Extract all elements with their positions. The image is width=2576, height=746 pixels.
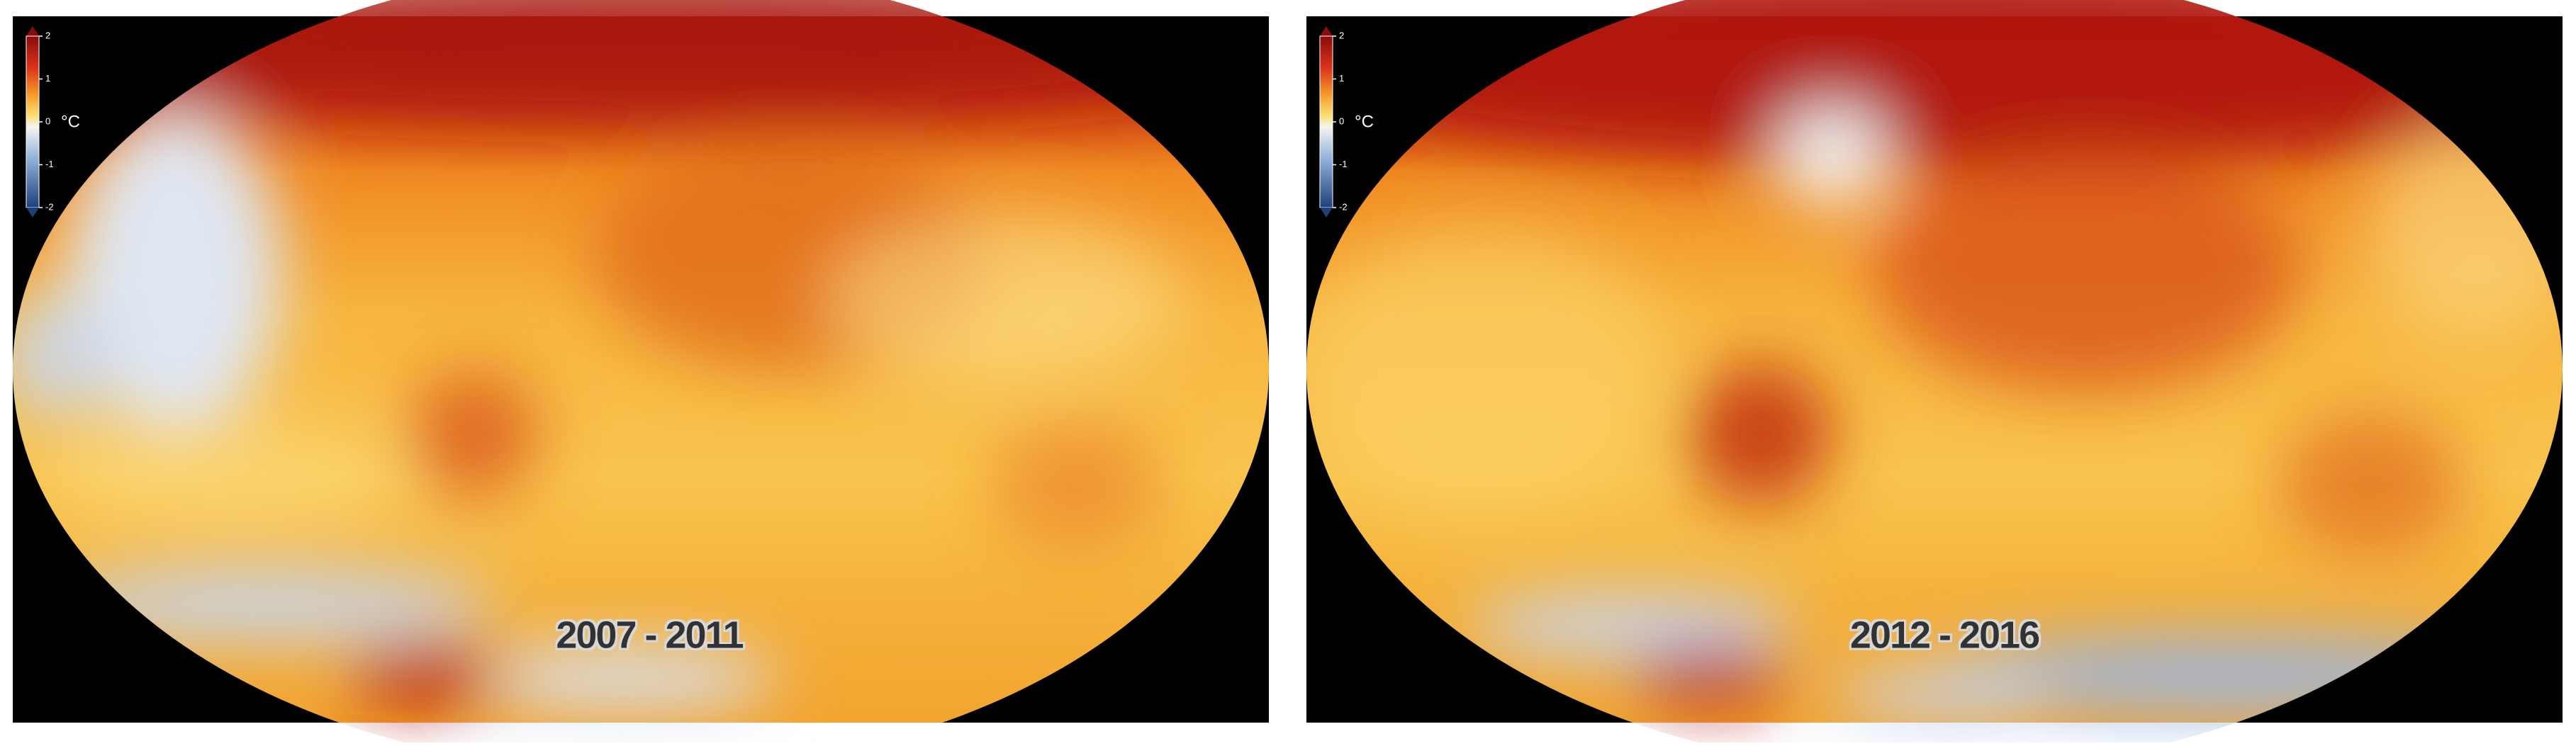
anomaly-region <box>1831 672 2058 721</box>
colorbar-tick-label: -2 <box>45 201 54 212</box>
anomaly-region <box>1689 363 1831 505</box>
anomaly-region <box>69 108 282 434</box>
anomaly-region <box>2278 413 2462 555</box>
anomaly-region <box>1874 151 2299 392</box>
world-map <box>13 0 1269 723</box>
colorbar-tick-label: 0 <box>45 115 50 126</box>
anomaly-region <box>828 215 1182 385</box>
colorbar <box>1319 35 1333 208</box>
colorbar-tick-label: 1 <box>45 73 50 84</box>
colorbar-tick-label: 2 <box>1339 30 1344 40</box>
colorbar-tick-label: 2 <box>45 30 50 40</box>
colorbar-max-arrow <box>26 26 39 36</box>
colorbar-unit: °C <box>61 112 80 131</box>
anomaly-region <box>466 647 778 711</box>
colorbar-min-arrow <box>26 208 39 217</box>
anomaly-region <box>991 420 1161 548</box>
anomaly-region <box>1776 106 1889 205</box>
anomaly-region <box>1631 647 1787 703</box>
colorbar <box>26 35 40 208</box>
anomaly-region <box>1469 594 1796 657</box>
anomaly-field <box>13 0 1269 711</box>
anomaly-region <box>346 647 502 703</box>
colorbar-min-arrow <box>1320 208 1333 217</box>
colorbar-unit: °C <box>1355 112 1374 131</box>
colorbar-tick-label: -1 <box>45 159 54 169</box>
colorbar-tick-label: -1 <box>1339 159 1348 169</box>
period-label: 2012 - 2016 <box>1850 614 2039 656</box>
anomaly-region <box>1306 229 1668 512</box>
period-label: 2007 - 2011 <box>556 614 743 656</box>
anomaly-region <box>13 293 112 420</box>
colorbar-tick-label: 0 <box>1339 115 1344 126</box>
map-panel: 2 1 0 -1 -2 °C 2007 - 2011 <box>13 0 1269 723</box>
colorbar-tick-label: -2 <box>1339 201 1348 212</box>
anomaly-region <box>410 371 537 498</box>
anomaly-region <box>41 569 495 640</box>
colorbar-max-arrow <box>1320 26 1333 36</box>
map-panel: 2 1 0 -1 -2 °C 2012 - 2016 <box>1306 0 2563 723</box>
colorbar-tick-label: 1 <box>1339 73 1344 84</box>
anomaly-region <box>41 420 410 533</box>
